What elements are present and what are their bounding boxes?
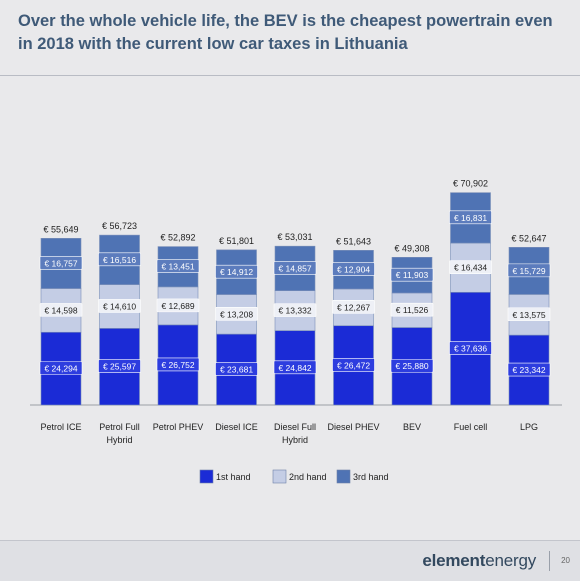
legend-label-2nd-hand: 2nd hand <box>289 472 327 482</box>
slide-title: Over the whole vehicle life, the BEV is … <box>18 12 553 53</box>
data-label-1st-hand-2: € 26,752 <box>161 360 194 370</box>
data-label-box-2-4 <box>273 261 317 275</box>
data-label-box-2-6 <box>390 267 434 282</box>
data-label-box-2-1 <box>98 252 141 267</box>
legend-swatch-1st-hand <box>199 469 214 484</box>
data-label-box-2-3 <box>215 264 258 279</box>
data-label-box-2-8 <box>507 263 551 278</box>
total-label-7: € 70,902 <box>453 179 488 189</box>
data-label-2nd-hand-4: € 13,332 <box>278 306 311 316</box>
data-label-3rd-hand-7: € 16,831 <box>454 213 487 223</box>
total-label-1: € 56,723 <box>102 221 137 231</box>
data-label-3rd-hand-2: € 13,451 <box>161 262 194 272</box>
data-label-2nd-hand-8: € 13,575 <box>512 310 545 320</box>
data-label-box-1-2 <box>156 298 200 313</box>
category-label-8-0: LPG <box>520 422 538 432</box>
category-label-6-0: BEV <box>403 422 421 432</box>
brand-logo-light: energy <box>485 551 536 570</box>
data-label-box-0-1 <box>98 359 141 373</box>
data-label-2nd-hand-3: € 13,208 <box>220 309 253 319</box>
data-label-2nd-hand-1: € 14,610 <box>103 301 136 311</box>
data-label-3rd-hand-5: € 12,904 <box>337 265 370 275</box>
category-label-1-0: Petrol Full <box>99 422 140 432</box>
total-label-6: € 49,308 <box>394 243 429 253</box>
total-label-0: € 55,649 <box>43 224 78 234</box>
category-label-3-0: Diesel ICE <box>215 422 258 432</box>
category-label-2-0: Petrol PHEV <box>153 422 204 432</box>
legend-swatch-3rd-hand <box>336 469 351 484</box>
page-number: 20 <box>561 556 570 565</box>
data-label-3rd-hand-4: € 14,857 <box>278 263 311 273</box>
data-label-box-0-8 <box>507 362 551 377</box>
brand-logo-bold: element <box>422 551 486 570</box>
data-label-box-2-2 <box>156 259 200 274</box>
data-label-box-0-4 <box>273 360 317 375</box>
data-label-1st-hand-8: € 23,342 <box>512 365 545 375</box>
data-label-box-0-3 <box>215 362 258 376</box>
data-label-2nd-hand-6: € 11,526 <box>396 305 429 315</box>
category-label-5-0: Diesel PHEV <box>327 422 379 432</box>
data-label-3rd-hand-8: € 15,729 <box>512 266 545 276</box>
brand-logo: elementenergy <box>422 551 536 571</box>
data-label-box-2-5 <box>332 262 375 276</box>
data-label-2nd-hand-5: € 12,267 <box>337 302 370 312</box>
data-label-1st-hand-3: € 23,681 <box>220 365 253 375</box>
data-label-3rd-hand-6: € 11,903 <box>396 270 429 280</box>
data-label-2nd-hand-0: € 14,598 <box>44 305 77 315</box>
data-label-box-1-5 <box>332 300 375 314</box>
data-label-3rd-hand-1: € 16,516 <box>103 255 136 265</box>
category-label-1-1: Hybrid <box>106 435 132 445</box>
stacked-bar-chart: € 24,294 € 14,598 € 16,757 € 55,649 Petrol I… <box>30 179 562 484</box>
legend-swatch-2nd-hand <box>272 469 287 484</box>
data-label-box-1-1 <box>98 299 141 313</box>
data-label-1st-hand-5: € 26,472 <box>337 360 370 370</box>
data-label-box-1-4 <box>273 303 317 317</box>
data-label-1st-hand-4: € 24,842 <box>278 363 311 373</box>
data-label-3rd-hand-0: € 16,757 <box>44 258 77 268</box>
legend-label-3rd-hand: 3rd hand <box>353 472 389 482</box>
total-label-8: € 52,647 <box>511 233 546 243</box>
data-label-box-1-0 <box>39 303 83 317</box>
data-label-box-2-7 <box>449 210 492 225</box>
category-label-0-0: Petrol ICE <box>40 422 81 432</box>
data-label-box-2-0 <box>39 256 83 270</box>
total-label-5: € 51,643 <box>336 236 371 246</box>
data-label-box-0-5 <box>332 358 375 372</box>
total-label-2: € 52,892 <box>160 233 195 243</box>
footer-divider <box>549 551 550 571</box>
data-label-box-1-7 <box>449 260 492 274</box>
legend-label-1st-hand: 1st hand <box>216 472 251 482</box>
title-divider <box>0 75 580 76</box>
data-label-3rd-hand-3: € 14,912 <box>220 267 253 277</box>
category-label-7-0: Fuel cell <box>454 422 488 432</box>
data-label-box-1-6 <box>390 302 434 317</box>
total-label-4: € 53,031 <box>277 232 312 242</box>
category-label-4-1: Hybrid <box>282 435 308 445</box>
data-label-2nd-hand-2: € 12,689 <box>161 301 194 311</box>
data-label-box-0-2 <box>156 357 200 372</box>
category-label-4-0: Diesel Full <box>274 422 316 432</box>
data-label-box-0-0 <box>39 361 83 375</box>
data-label-1st-hand-7: € 37,636 <box>454 344 487 354</box>
data-label-2nd-hand-7: € 16,434 <box>454 263 487 273</box>
footer: elementenergy 20 <box>0 540 580 581</box>
data-label-1st-hand-6: € 25,880 <box>395 361 428 371</box>
data-label-1st-hand-0: € 24,294 <box>44 364 77 374</box>
data-label-box-1-3 <box>215 306 258 321</box>
data-label-box-0-6 <box>390 358 434 373</box>
data-label-box-1-8 <box>507 307 551 322</box>
data-label-1st-hand-1: € 25,597 <box>103 362 136 372</box>
data-label-box-0-7 <box>449 341 492 355</box>
total-label-3: € 51,801 <box>219 236 254 246</box>
